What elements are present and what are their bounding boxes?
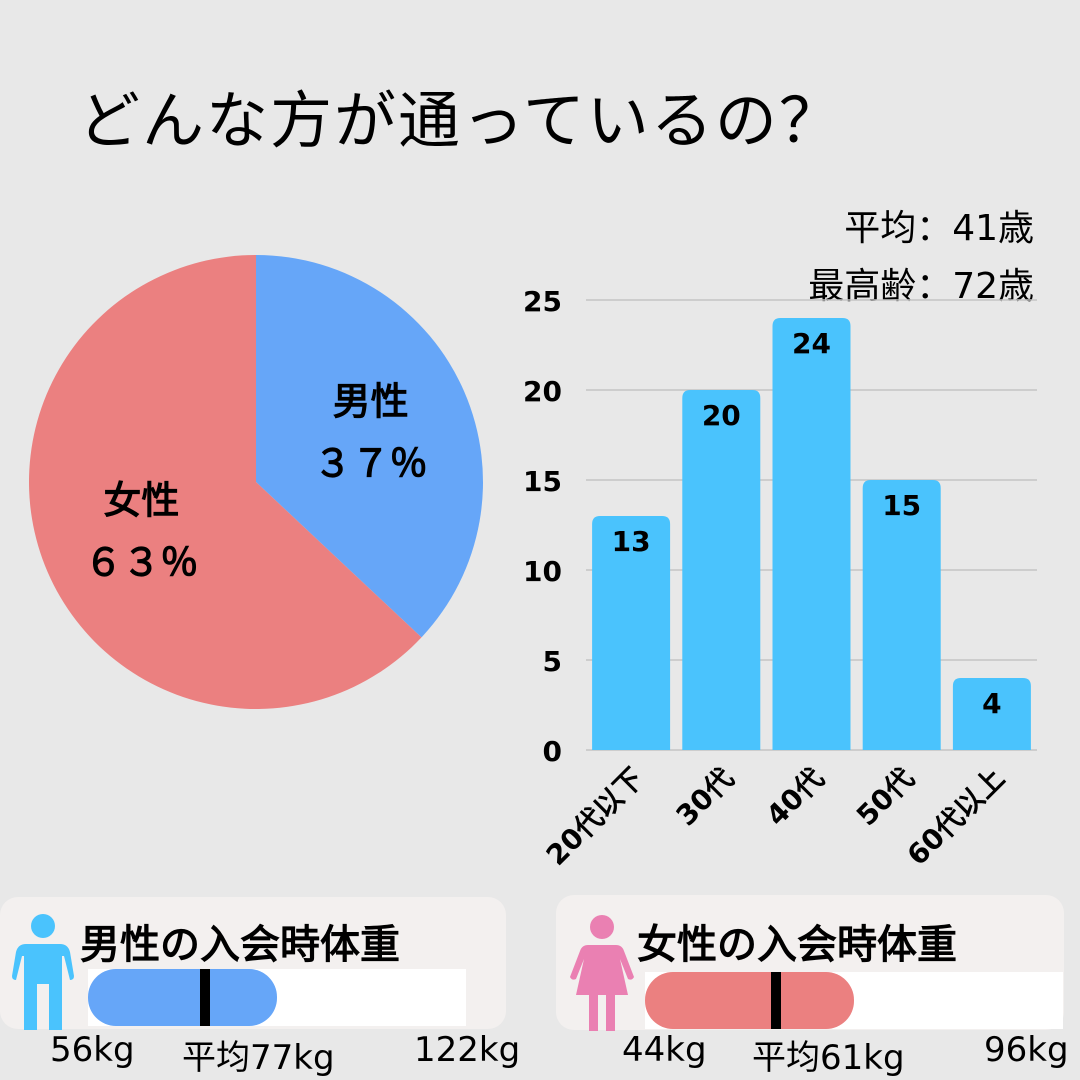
female-weight-title: 女性の入会時体重 <box>637 922 957 968</box>
pie-slice-name: 男性 <box>333 379 409 423</box>
pie-slice-male <box>256 255 483 638</box>
y-tick-label: 20 <box>523 375 562 408</box>
female-average-marker <box>771 972 782 1029</box>
page-title: どんな方が通っているの？ <box>78 84 843 157</box>
y-tick-label: 25 <box>523 285 562 318</box>
bar <box>952 678 1031 750</box>
male-min-weight: 56kg <box>50 1030 135 1070</box>
y-tick-label: 15 <box>523 465 562 498</box>
female-avg-weight: 平均61kg <box>752 1038 905 1078</box>
male-person-icon <box>12 914 74 1030</box>
female-weight-track <box>645 972 1063 1029</box>
bar <box>862 480 941 750</box>
bar <box>772 318 851 750</box>
bar-value-label: 4 <box>982 687 1001 720</box>
male-avg-weight: 平均77kg <box>182 1038 335 1078</box>
female-weight-bar <box>645 972 854 1029</box>
y-tick-label: 10 <box>523 555 562 588</box>
bar <box>682 390 761 750</box>
pie-slice-female <box>28 255 422 709</box>
bar-value-label: 24 <box>792 327 831 360</box>
bar-value-label: 20 <box>702 399 741 432</box>
male-weight-bar <box>88 969 277 1026</box>
female-max-weight: 96kg <box>984 1030 1069 1070</box>
female-person-icon <box>570 915 634 1031</box>
x-tick-label: 40代 <box>760 762 831 833</box>
bar <box>592 516 671 750</box>
x-tick-label: 60代以上 <box>901 762 1011 872</box>
male-weight-title: 男性の入会時体重 <box>80 922 400 968</box>
pie-slice-label: ６３％ <box>84 541 198 585</box>
pie-slice-name: 女性 <box>103 479 179 523</box>
pie-slice-label: ３７％ <box>314 441 428 485</box>
bar-value-label: 13 <box>612 525 651 558</box>
male-max-weight: 122kg <box>414 1030 521 1070</box>
y-tick-label: 5 <box>543 645 562 678</box>
male-average-marker <box>199 969 210 1026</box>
bar-value-label: 15 <box>882 489 921 522</box>
x-tick-label: 30代 <box>670 762 741 833</box>
gender-pie-chart: 男性 ３７％ 女性 ６３％ <box>28 255 483 709</box>
x-tick-label: 20代以下 <box>540 762 650 872</box>
x-tick-label: 50代 <box>850 762 921 833</box>
y-tick-label: 0 <box>543 735 562 768</box>
female-min-weight: 44kg <box>622 1030 707 1070</box>
age-bar-chart: 0 5 10 15 20 25 13 20代以下 20 30代 24 40代 15 50代 4 60代以上 <box>523 285 1037 872</box>
male-weight-track <box>88 969 466 1026</box>
average-age: 平均：41歳 <box>844 208 1034 249</box>
